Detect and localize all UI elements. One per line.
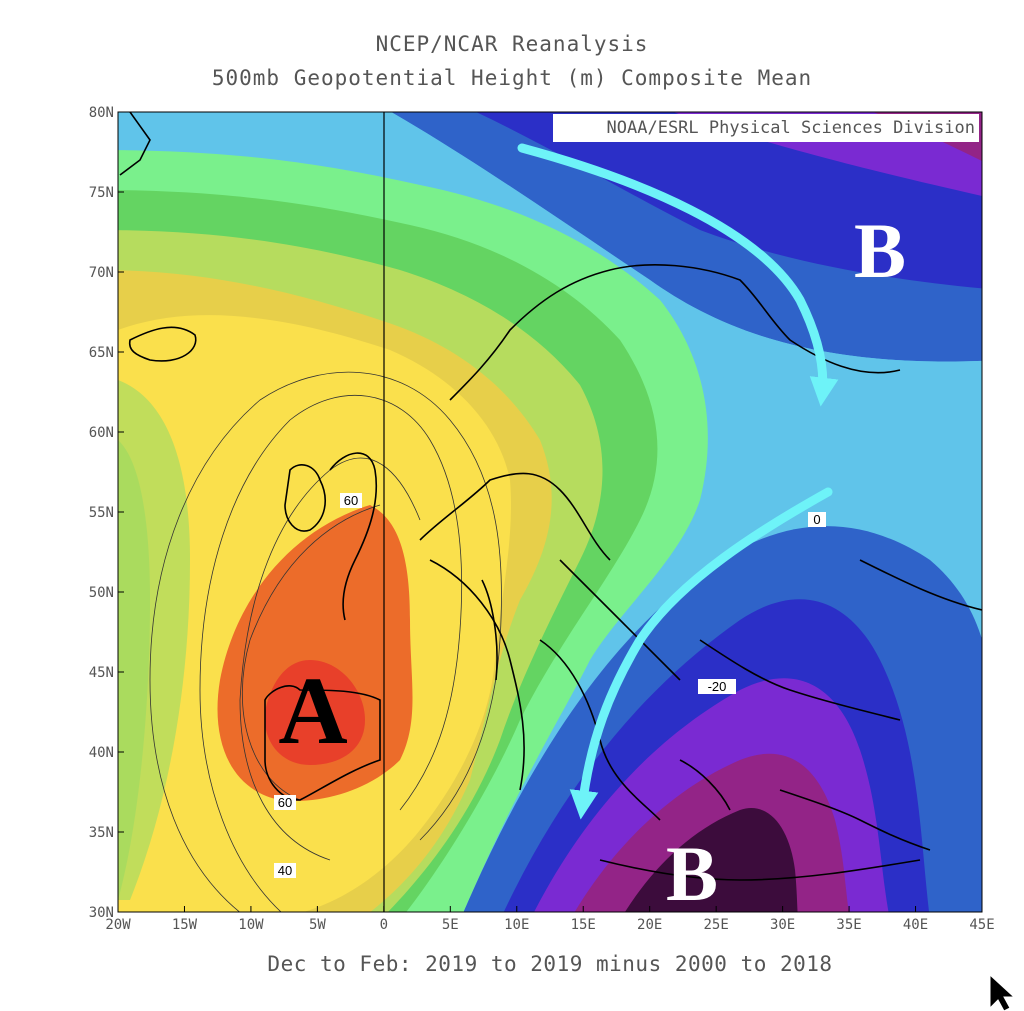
x-tick-label: 20E — [637, 917, 662, 933]
mouse-cursor-icon — [989, 973, 1016, 1011]
chart-footer: Dec to Feb: 2019 to 2019 minus 2000 to 2… — [267, 952, 833, 976]
y-tick-label: 30N — [89, 905, 114, 921]
y-tick-label: 70N — [89, 265, 114, 281]
x-axis: 20W 15W 10W 5W 0 5E 10E 15E 20E 25E 30E 35E 40E 45E — [105, 906, 995, 933]
y-tick-label: 60N — [89, 425, 114, 441]
chart-subtitle: 500mb Geopotential Height (m) Composite … — [211, 66, 813, 90]
x-tick-label: 5W — [309, 917, 326, 933]
x-tick-label: 15E — [571, 917, 596, 933]
contour-value-labels: 60 60 40 0 -20 — [274, 493, 826, 878]
x-tick-label: 25E — [704, 917, 729, 933]
contour-label-60-north: 60 — [344, 493, 358, 508]
arrow-north — [517, 143, 839, 407]
y-tick-label: 80N — [89, 105, 114, 121]
y-axis: 80N 75N 70N 65N 60N 55N 50N 45N 40N 35N 30N — [89, 105, 124, 921]
x-tick-label: 35E — [836, 917, 861, 933]
x-tick-label: 40E — [903, 917, 928, 933]
y-tick-label: 40N — [89, 745, 114, 761]
x-tick-label: 10W — [238, 917, 264, 933]
x-tick-label: 15W — [172, 917, 198, 933]
x-tick-label: 0 — [380, 917, 388, 933]
x-tick-label: 10E — [504, 917, 529, 933]
contour-label-0: 0 — [813, 512, 820, 527]
x-tick-label: 5E — [442, 917, 459, 933]
y-tick-label: 35N — [89, 825, 114, 841]
contour-label-minus-20: -20 — [708, 679, 727, 694]
contour-label-40: 40 — [278, 863, 292, 878]
high-pressure-label: A — [278, 657, 347, 764]
low-pressure-label-north: B — [854, 207, 906, 294]
x-tick-label: 45E — [969, 917, 994, 933]
y-tick-label: 45N — [89, 665, 114, 681]
contour-label-60-south: 60 — [278, 795, 292, 810]
chart-title: NCEP/NCAR Reanalysis — [375, 32, 649, 56]
low-pressure-label-south: B — [666, 830, 718, 917]
coastlines — [119, 112, 982, 881]
credit-box — [553, 114, 979, 142]
y-tick-label: 65N — [89, 345, 114, 361]
y-tick-label: 55N — [89, 505, 114, 521]
flow-arrows — [517, 143, 839, 820]
contour-lines — [149, 371, 502, 912]
arrow-south — [569, 487, 833, 820]
credit-text: NOAA/ESRL Physical Sciences Division — [607, 118, 975, 138]
x-tick-label: 30E — [770, 917, 795, 933]
y-tick-label: 75N — [89, 185, 114, 201]
y-tick-label: 50N — [89, 585, 114, 601]
x-tick-label: 20W — [105, 917, 131, 933]
